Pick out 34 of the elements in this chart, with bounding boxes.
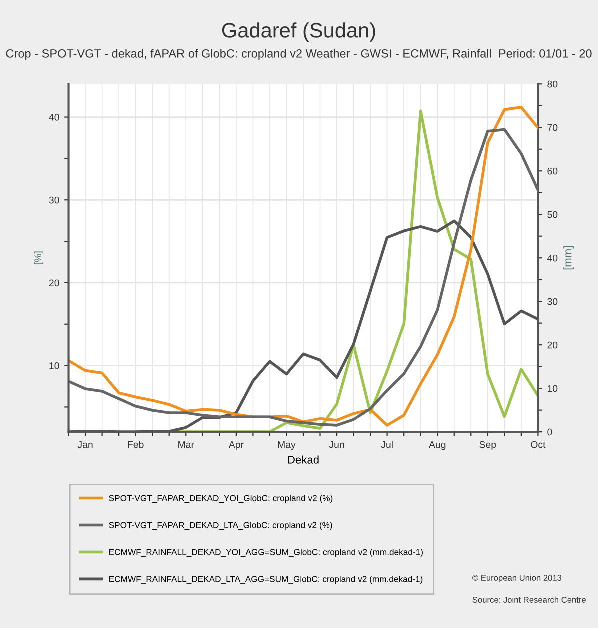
text: © European Union 2013 (472, 574, 562, 583)
x-axis-title: Dekad (288, 456, 319, 464)
legend-label: ECMWF_RAINFALL_DEKAD_LTA_AGG=SUM_GlobC: cropland v2 (mm.dekad-1) (110, 576, 423, 584)
legend-label: SPOT-VGT_FAPAR_DEKAD_YOI_GlobC: cropland v2 (%) (109, 495, 333, 504)
x-tick-label: Mar (178, 441, 194, 448)
chart-title: Gadaref (Sudan) (222, 22, 376, 42)
chart-subtitle: Crop - SPOT-VGT - dekad, fAPAR of GlobC: cropland v2 Weather - GWSI - ECMWF, Rainfall Period: 01/01 - 20 (6, 49, 592, 60)
x-tick-label: Sep (480, 441, 496, 450)
y-tick-label: 30 (49, 196, 60, 204)
y2-tick-label: 20 (548, 342, 558, 349)
y2-tick-label: 10 (548, 385, 558, 392)
y2-axis-title: [mm] (564, 246, 574, 270)
x-tick-label: May (278, 441, 296, 450)
y2-tick-label: 70 (548, 124, 558, 132)
y-tick-label: 40 (49, 114, 60, 121)
x-tick-label: Feb (128, 441, 144, 448)
y2-tick-label: 0 (548, 428, 552, 436)
x-tick-label: Apr (228, 441, 244, 450)
x-tick-label: Aug (428, 441, 446, 450)
x-tick-label: Jul (381, 441, 393, 448)
y-axis-title: [%] (34, 252, 44, 264)
y2-tick-label: 60 (548, 168, 558, 175)
y2-tick-label: 50 (548, 211, 558, 218)
source-note: Source: Joint Research Centre (472, 596, 586, 603)
y-tick-label: 10 (50, 362, 60, 370)
x-tick-label: Jan (78, 441, 93, 448)
x-tick-label: Oct (531, 441, 546, 448)
y2-tick-label: 40 (547, 254, 558, 262)
y-tick-label: 20 (49, 280, 60, 287)
y2-tick-label: 80 (548, 80, 558, 88)
legend-label: ECMWF_RAINFALL_DEKAD_YOI_AGG=SUM_GlobC: cropland v2 (mm.dekad-1) (110, 549, 423, 558)
x-tick-label: Jun (329, 441, 344, 448)
y2-tick-label: 30 (548, 298, 558, 306)
legend-label: SPOT-VGT_FAPAR_DEKAD_LTA_GlobC: cropland v2 (%) (109, 522, 332, 530)
